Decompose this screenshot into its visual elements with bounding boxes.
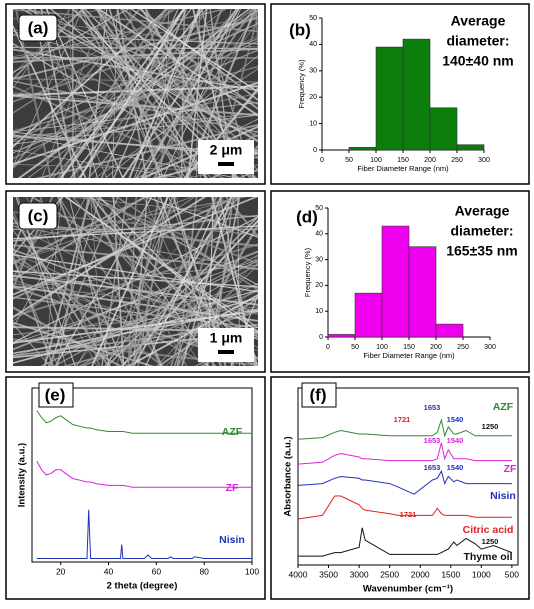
y-tick-label: 30 bbox=[309, 68, 317, 75]
x-tick-label: 100 bbox=[245, 566, 259, 576]
y-tick-label: 10 bbox=[315, 308, 323, 315]
x-tick-label: 50 bbox=[345, 157, 353, 164]
x-tick-label: 0 bbox=[326, 344, 330, 351]
bar bbox=[436, 324, 463, 337]
x-tick-label: 100 bbox=[370, 157, 382, 164]
series-label: ZF bbox=[226, 482, 239, 494]
x-tick-label: 200 bbox=[424, 157, 436, 164]
peak-annotation: 1250 bbox=[482, 422, 499, 431]
bar bbox=[328, 334, 355, 337]
annotation: Average bbox=[455, 203, 510, 219]
x-tick-label: 0 bbox=[320, 157, 324, 164]
scale-bar bbox=[218, 350, 234, 354]
panel-label: (a) bbox=[28, 18, 49, 37]
bar bbox=[376, 47, 403, 150]
series-line bbox=[298, 443, 512, 464]
x-tick-label: 150 bbox=[397, 157, 409, 164]
bar bbox=[382, 226, 409, 337]
series-label: Thyme oil bbox=[463, 551, 512, 563]
y-axis-label: Intensity (a.u.) bbox=[17, 443, 28, 507]
annotation: Average bbox=[451, 13, 506, 29]
annotation: diameter: bbox=[450, 223, 513, 239]
x-tick-label: 300 bbox=[478, 157, 490, 164]
x-tick-label: 250 bbox=[457, 344, 469, 351]
scale-label: 1 μm bbox=[210, 330, 243, 346]
panel-label: (d) bbox=[296, 207, 318, 226]
peak-annotation: 1653 bbox=[424, 403, 441, 412]
peak-annotation: 1721 bbox=[394, 415, 411, 424]
x-axis-label: Fiber Diameter Range (nm) bbox=[357, 164, 449, 173]
x-tick-label: 50 bbox=[351, 344, 359, 351]
peak-annotation: 1653 bbox=[424, 436, 441, 445]
x-tick-label: 1500 bbox=[441, 569, 460, 579]
panel-label: (c) bbox=[28, 206, 49, 225]
x-tick-label: 40 bbox=[104, 566, 114, 576]
annotation: 165±35 nm bbox=[446, 243, 518, 259]
series-line bbox=[37, 461, 252, 487]
y-tick-label: 20 bbox=[315, 282, 323, 289]
x-tick-label: 80 bbox=[199, 566, 209, 576]
bar bbox=[355, 293, 382, 337]
y-tick-label: 40 bbox=[315, 231, 323, 238]
y-tick-label: 0 bbox=[313, 147, 317, 154]
series-line bbox=[37, 411, 252, 434]
x-axis-label: Fiber Diameter Range (nm) bbox=[363, 351, 455, 360]
y-axis-label: Absorbance (a.u.) bbox=[283, 436, 294, 516]
peak-annotation: 1653 bbox=[424, 463, 441, 472]
y-axis-label: Frequency (%) bbox=[303, 247, 312, 297]
y-tick-label: 40 bbox=[309, 41, 317, 48]
y-axis-label: Frequency (%) bbox=[297, 59, 306, 109]
y-tick-label: 10 bbox=[309, 120, 317, 127]
annotation: diameter: bbox=[446, 33, 509, 49]
y-tick-label: 20 bbox=[309, 94, 317, 101]
x-axis-label: 2 theta (degree) bbox=[107, 581, 178, 592]
peak-annotation: 1540 bbox=[447, 415, 464, 424]
x-tick-label: 1000 bbox=[472, 569, 491, 579]
peak-annotation: 1540 bbox=[447, 463, 464, 472]
x-tick-label: 4000 bbox=[289, 569, 308, 579]
y-tick-label: 0 bbox=[319, 334, 323, 341]
panel-label: (f) bbox=[310, 385, 327, 404]
series-line bbox=[298, 471, 512, 494]
bar bbox=[457, 145, 484, 150]
x-tick-label: 3000 bbox=[350, 569, 369, 579]
series-label: ZF bbox=[504, 463, 517, 475]
x-tick-label: 250 bbox=[451, 157, 463, 164]
chart: 4000 3500 3000 2500 2000 1500 1000 500 Wavenumbe… bbox=[283, 383, 520, 595]
x-tick-label: 2500 bbox=[380, 569, 399, 579]
chart: 20 40 60 80 100 2 theta (degree) Intensity (a.… bbox=[17, 383, 260, 592]
bar bbox=[349, 147, 376, 150]
y-tick-label: 30 bbox=[315, 256, 323, 263]
peak-annotation: 1540 bbox=[447, 436, 464, 445]
panel-label: (e) bbox=[45, 385, 66, 404]
series-label: AZF bbox=[493, 401, 514, 413]
peak-annotation: 1250 bbox=[482, 537, 499, 546]
panel-label: (b) bbox=[289, 20, 311, 39]
x-tick-label: 200 bbox=[430, 344, 442, 351]
scale-label: 2 μm bbox=[210, 142, 243, 158]
annotation: 140±40 nm bbox=[442, 53, 514, 69]
series-label: AZF bbox=[222, 426, 243, 438]
x-tick-label: 60 bbox=[152, 566, 162, 576]
bar bbox=[430, 108, 457, 150]
bar bbox=[409, 247, 436, 337]
x-tick-label: 300 bbox=[484, 344, 496, 351]
series-label: Nisin bbox=[219, 534, 245, 546]
x-axis-label: Wavenumber (cm⁻¹) bbox=[363, 584, 453, 595]
x-tick-label: 500 bbox=[505, 569, 519, 579]
scale-bar bbox=[218, 162, 234, 166]
x-tick-label: 2000 bbox=[411, 569, 430, 579]
series-label: Nisin bbox=[490, 490, 516, 502]
x-tick-label: 100 bbox=[376, 344, 388, 351]
bar bbox=[403, 39, 430, 150]
x-tick-label: 3500 bbox=[319, 569, 338, 579]
peak-annotation: 1721 bbox=[400, 510, 417, 519]
series-label: Citric acid bbox=[463, 524, 514, 536]
x-tick-label: 20 bbox=[56, 566, 66, 576]
x-tick-label: 150 bbox=[403, 344, 415, 351]
